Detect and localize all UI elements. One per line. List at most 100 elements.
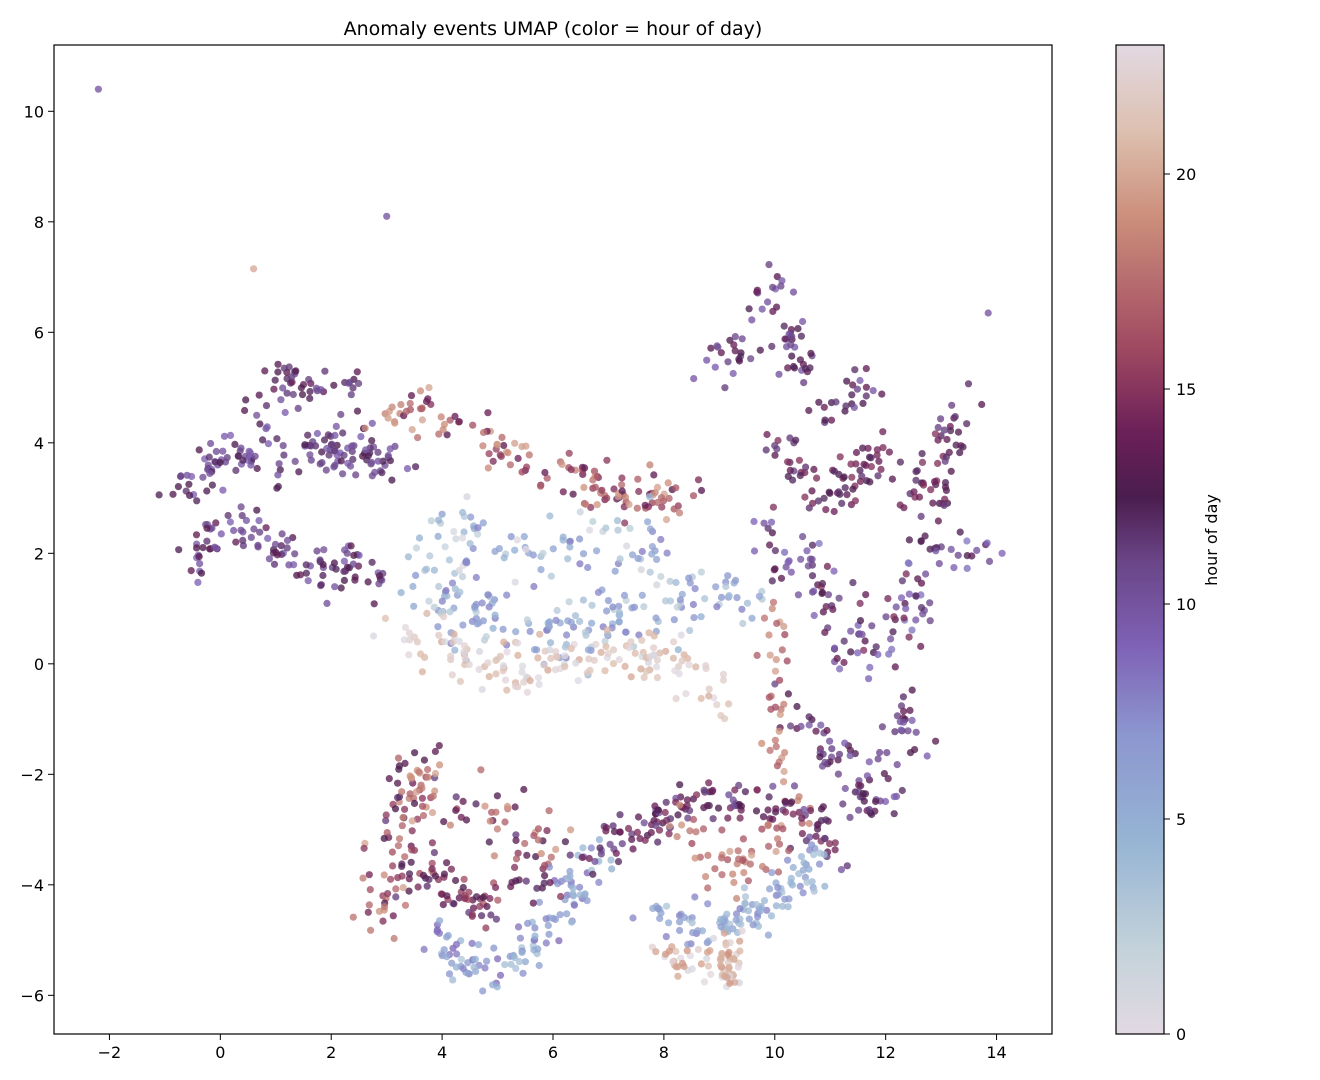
data-point [507, 960, 515, 968]
data-point [684, 814, 692, 822]
data-point [633, 504, 641, 512]
data-point [474, 941, 483, 949]
data-point [504, 449, 512, 457]
data-point [337, 457, 345, 465]
data-point [828, 745, 836, 753]
data-point [826, 840, 834, 848]
data-point [843, 491, 851, 499]
data-point [409, 582, 417, 591]
data-point [385, 775, 393, 783]
data-point [417, 650, 425, 658]
data-point [523, 688, 532, 696]
data-point [442, 587, 450, 595]
data-point [881, 797, 890, 806]
data-point [362, 446, 370, 454]
data-point [320, 546, 328, 554]
data-point [483, 902, 491, 911]
data-point [820, 494, 828, 502]
data-point [566, 538, 574, 546]
data-point [514, 454, 522, 462]
data-point [279, 384, 287, 392]
data-point [763, 906, 771, 914]
data-point [855, 630, 864, 638]
data-point [616, 555, 624, 563]
data-point [691, 585, 699, 593]
data-point [890, 793, 898, 801]
data-point [452, 806, 460, 815]
data-point [759, 813, 768, 821]
data-point [430, 849, 438, 857]
data-point [615, 656, 623, 664]
data-point [216, 458, 224, 467]
data-point [523, 851, 531, 859]
data-point [851, 497, 860, 505]
data-point [608, 865, 616, 873]
data-point [352, 471, 360, 479]
data-point [721, 972, 729, 980]
data-point [878, 723, 887, 731]
data-point [733, 894, 741, 903]
colorbar-tick-label: 15 [1176, 380, 1196, 399]
data-point [917, 604, 926, 612]
data-point [576, 508, 584, 516]
data-point [764, 298, 772, 306]
data-point [726, 979, 734, 987]
data-point [439, 901, 447, 909]
data-point [349, 560, 357, 568]
data-point [389, 912, 397, 920]
data-point [624, 824, 633, 833]
data-point [879, 428, 887, 436]
data-point [471, 955, 479, 963]
data-point [441, 543, 449, 551]
data-point [614, 493, 623, 501]
data-point [511, 546, 519, 554]
data-point [769, 283, 777, 291]
data-point [725, 948, 733, 957]
data-point [862, 392, 870, 400]
data-point [688, 965, 696, 973]
data-point [771, 547, 780, 555]
data-point [239, 456, 247, 464]
data-point [440, 613, 448, 621]
data-point [585, 655, 593, 663]
data-point [500, 638, 508, 646]
data-point [884, 595, 892, 603]
data-point [670, 505, 678, 513]
data-point [815, 860, 824, 868]
data-point [758, 739, 766, 748]
data-point [563, 910, 571, 918]
data-point [638, 636, 646, 644]
data-point [638, 591, 646, 599]
data-point [847, 460, 855, 468]
data-point [840, 473, 848, 481]
data-point [584, 646, 593, 654]
data-point [879, 444, 887, 452]
data-point [433, 926, 441, 934]
data-point [270, 560, 279, 568]
data-point [983, 539, 991, 547]
y-tick-label: 6 [34, 323, 44, 342]
data-point [511, 803, 519, 811]
data-point [193, 544, 201, 552]
data-point [766, 746, 774, 755]
data-point [412, 788, 421, 796]
data-point [332, 422, 340, 430]
data-point [247, 461, 255, 469]
data-point [769, 598, 778, 606]
data-point [347, 391, 355, 399]
data-point [570, 901, 579, 909]
data-point [628, 551, 637, 559]
data-point [520, 678, 528, 686]
data-point [302, 561, 310, 569]
data-point [635, 487, 643, 496]
data-point [546, 512, 554, 520]
data-point [890, 810, 898, 818]
data-point [912, 592, 920, 600]
data-point [932, 547, 940, 555]
data-point [700, 978, 709, 986]
data-point [535, 961, 543, 970]
data-point [420, 756, 428, 764]
data-point [604, 597, 613, 605]
data-point [609, 603, 617, 611]
data-point [450, 900, 458, 908]
